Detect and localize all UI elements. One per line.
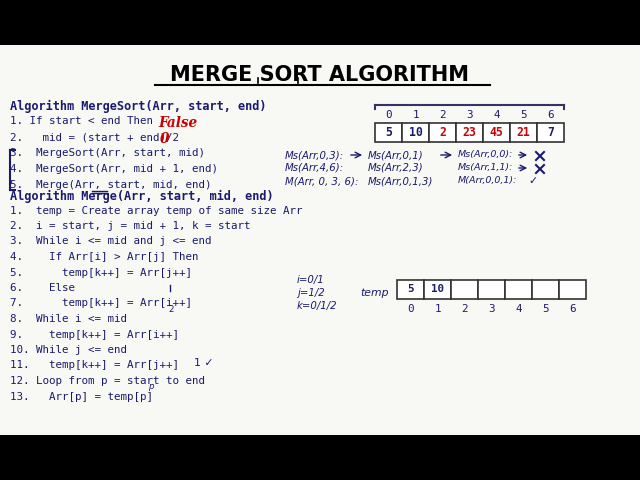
Text: 2.   mid = (start + end)/2: 2. mid = (start + end)/2 — [10, 132, 179, 142]
Bar — [402, 123, 429, 142]
Text: Ms(Arr,1,1):: Ms(Arr,1,1): — [458, 163, 513, 172]
Text: Algorithm MergeSort(Arr, start, end): Algorithm MergeSort(Arr, start, end) — [10, 100, 266, 113]
Text: 5: 5 — [542, 304, 548, 314]
Text: 2: 2 — [439, 110, 445, 120]
Text: 0: 0 — [160, 132, 170, 146]
Text: M(Arr, 0, 3, 6):: M(Arr, 0, 3, 6): — [285, 176, 358, 186]
Text: 11.   temp[k++] = Arr[j++]: 11. temp[k++] = Arr[j++] — [10, 360, 179, 371]
Text: Ms(Arr,0,0):: Ms(Arr,0,0): — [458, 150, 513, 159]
Text: 21: 21 — [516, 126, 531, 139]
Text: 45: 45 — [490, 126, 504, 139]
Text: 4: 4 — [515, 304, 522, 314]
Text: 1.  temp = Create array temp of same size Arr: 1. temp = Create array temp of same size… — [10, 205, 303, 216]
Text: 2: 2 — [439, 126, 446, 139]
Text: Ms(Arr,2,3): Ms(Arr,2,3) — [368, 163, 424, 173]
Bar — [451, 280, 478, 299]
Text: 0: 0 — [407, 304, 413, 314]
Text: M(Arr,0,0,1):: M(Arr,0,0,1): — [458, 176, 517, 185]
Text: 2.  i = start, j = mid + 1, k = start: 2. i = start, j = mid + 1, k = start — [10, 221, 250, 231]
Text: 3: 3 — [467, 110, 473, 120]
Bar — [429, 123, 456, 142]
Text: i=0/1: i=0/1 — [297, 275, 324, 285]
Text: 4.  MergeSort(Arr, mid + 1, end): 4. MergeSort(Arr, mid + 1, end) — [10, 164, 218, 174]
Bar — [532, 280, 559, 299]
Text: 7: 7 — [547, 126, 554, 139]
Text: 1: 1 — [412, 110, 419, 120]
Text: j=1/2: j=1/2 — [297, 288, 324, 298]
Bar — [478, 280, 505, 299]
Text: 10. While j <= end: 10. While j <= end — [10, 345, 127, 355]
Text: temp: temp — [360, 288, 388, 298]
Bar — [397, 280, 424, 299]
Text: 1 ✓: 1 ✓ — [194, 359, 214, 369]
Text: 5: 5 — [407, 285, 413, 295]
Text: 23: 23 — [463, 126, 476, 139]
Text: 5: 5 — [385, 126, 392, 139]
Text: 3: 3 — [488, 304, 495, 314]
Bar — [456, 123, 483, 142]
Text: 3.  While i <= mid and j <= end: 3. While i <= mid and j <= end — [10, 237, 211, 247]
Text: MERGE SORT ALGORITHM: MERGE SORT ALGORITHM — [170, 65, 470, 85]
Bar — [483, 123, 510, 142]
Text: 6: 6 — [569, 304, 576, 314]
Bar — [505, 280, 532, 299]
Text: 10: 10 — [431, 285, 444, 295]
Text: 12. Loop from p = start to end: 12. Loop from p = start to end — [10, 376, 205, 386]
Bar — [537, 123, 564, 142]
Bar — [510, 123, 537, 142]
Text: 5.  Merge(Arr, start, mid, end): 5. Merge(Arr, start, mid, end) — [10, 180, 211, 190]
Text: Ms(Arr,0,1,3): Ms(Arr,0,1,3) — [368, 176, 433, 186]
Text: 7.      temp[k++] = Arr[i++]: 7. temp[k++] = Arr[i++] — [10, 299, 192, 309]
Text: 1: 1 — [435, 304, 441, 314]
Text: 4.    If Arr[i] > Arr[j] Then: 4. If Arr[i] > Arr[j] Then — [10, 252, 198, 262]
Text: Ms(Arr,0,3):: Ms(Arr,0,3): — [285, 150, 344, 160]
Text: Ms(Arr,4,6):: Ms(Arr,4,6): — [285, 163, 344, 173]
Bar — [424, 280, 451, 299]
Text: p: p — [148, 382, 154, 391]
Bar — [375, 123, 402, 142]
Text: 6.    Else: 6. Else — [10, 283, 75, 293]
Text: False: False — [158, 116, 197, 130]
Text: 0: 0 — [385, 110, 392, 120]
Text: 10: 10 — [408, 126, 422, 139]
Text: 5: 5 — [520, 110, 527, 120]
Text: k=0/1/2: k=0/1/2 — [297, 301, 338, 311]
Text: Algorithm Merge(Arr, start, mid, end): Algorithm Merge(Arr, start, mid, end) — [10, 190, 274, 203]
Text: 4: 4 — [493, 110, 500, 120]
Text: 9.    temp[k++] = Arr[i++]: 9. temp[k++] = Arr[i++] — [10, 329, 179, 339]
Bar — [0, 45, 640, 435]
Text: Ms(Arr,0,1): Ms(Arr,0,1) — [368, 150, 424, 160]
Text: 6: 6 — [547, 110, 554, 120]
Bar — [559, 280, 586, 299]
Text: 1. If start < end Then: 1. If start < end Then — [10, 116, 153, 126]
Text: 2: 2 — [461, 304, 468, 314]
Text: 8.  While i <= mid: 8. While i <= mid — [10, 314, 127, 324]
Text: ✓: ✓ — [528, 176, 537, 186]
Text: 5.      temp[k++] = Arr[j++]: 5. temp[k++] = Arr[j++] — [10, 267, 192, 277]
Text: 3.  MergeSort(Arr, start, mid): 3. MergeSort(Arr, start, mid) — [10, 148, 205, 158]
Text: 2: 2 — [168, 304, 173, 313]
Text: 13.   Arr[p] = temp[p]: 13. Arr[p] = temp[p] — [10, 392, 153, 401]
